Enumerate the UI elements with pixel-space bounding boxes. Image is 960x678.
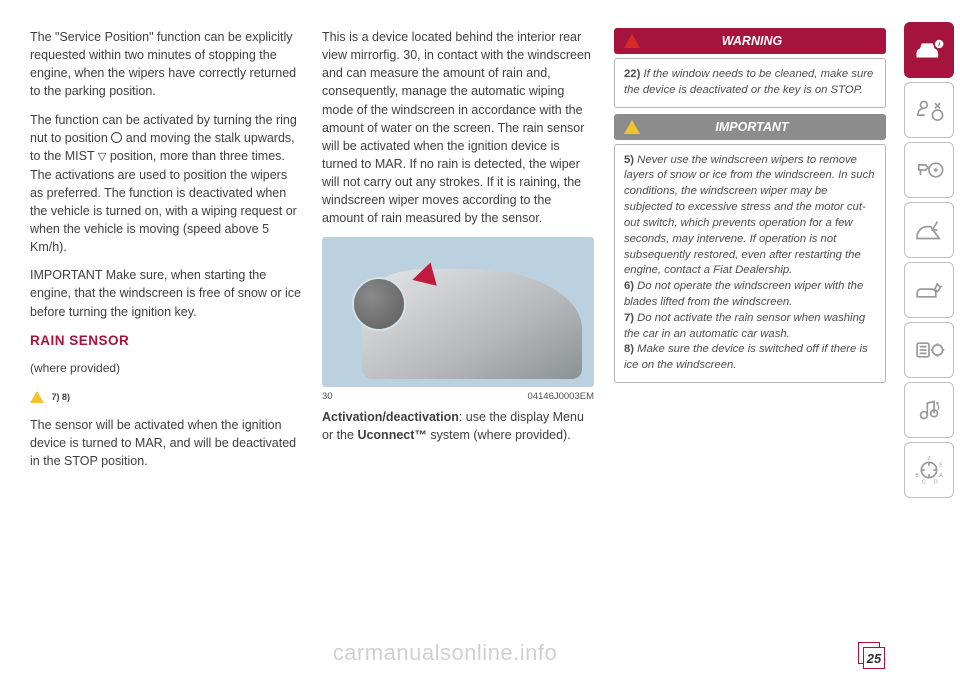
key-steering-icon	[912, 153, 946, 187]
figure-caption: 30 04146J0003EM	[322, 390, 594, 404]
text-columns: The "Service Position" function can be e…	[0, 0, 898, 678]
important-header: IMPORTANT	[614, 114, 886, 140]
text: Never use the windscreen wipers to remov…	[624, 154, 875, 277]
svg-text:C: C	[922, 480, 926, 486]
para: The function can be activated by turning…	[30, 111, 302, 257]
warning-box: WARNING 22) If the window needs to be cl…	[614, 28, 886, 108]
column-1: The "Service Position" function can be e…	[30, 28, 302, 662]
text: system (where provided).	[427, 428, 571, 442]
ref: 5)	[624, 154, 634, 166]
page-number: 25	[863, 647, 885, 669]
rain-sensor-illustration	[322, 237, 594, 387]
tab-safety[interactable]	[904, 82, 954, 138]
column-3: WARNING 22) If the window needs to be cl…	[614, 28, 886, 662]
figure-30: 30 04146J0003EM	[322, 237, 594, 404]
svg-text:D: D	[934, 480, 938, 486]
svg-text:E: E	[939, 463, 943, 469]
para: The "Service Position" function can be e…	[30, 28, 302, 101]
important-body: 5) Never use the windscreen wipers to re…	[614, 144, 886, 383]
para: The sensor will be activated when the ig…	[30, 416, 302, 470]
dashboard-warning-icon	[912, 213, 946, 247]
ref-line: 7) 8)	[30, 388, 302, 406]
ring-icon	[111, 132, 122, 143]
column-2: This is a device located behind the inte…	[322, 28, 594, 662]
text: Do not operate the windscreen wiper with…	[624, 280, 863, 308]
figure-number: 30	[322, 390, 333, 404]
caution-icon	[30, 391, 44, 403]
tab-emergency[interactable]	[904, 262, 954, 318]
important-title: IMPORTANT	[646, 118, 886, 136]
where-provided: (where provided)	[30, 360, 302, 377]
svg-text:i: i	[938, 42, 940, 49]
multimedia-icon	[912, 393, 946, 427]
service-icon	[912, 273, 946, 307]
alpha-index-icon: Z EAD CB	[912, 453, 946, 487]
svg-text:Z: Z	[927, 456, 930, 462]
bold-label: Activation/deactivation	[322, 410, 459, 424]
tab-knowing-vehicle[interactable]: i	[904, 22, 954, 78]
sensor-shape	[352, 277, 406, 331]
ref-numbers: 7) 8)	[51, 392, 70, 402]
para: This is a device located behind the inte…	[322, 28, 594, 227]
para: IMPORTANT Make sure, when starting the e…	[30, 266, 302, 320]
text: If the window needs to be cleaned, make …	[624, 68, 873, 96]
section-tabs-sidebar: i Z EAD CB	[898, 0, 960, 678]
warning-icon	[624, 34, 640, 48]
text: position, more than three times. The act…	[30, 149, 297, 254]
tab-warning-lights[interactable]	[904, 202, 954, 258]
tab-index[interactable]: Z EAD CB	[904, 442, 954, 498]
ref: 6)	[624, 280, 634, 292]
section-title: RAIN SENSOR	[30, 331, 302, 351]
car-info-icon: i	[912, 33, 946, 67]
warning-header: WARNING	[614, 28, 886, 54]
ref: 7)	[624, 312, 634, 324]
warning-title: WARNING	[646, 32, 886, 50]
figure-code: 04146J0003EM	[527, 390, 594, 404]
tab-starting[interactable]	[904, 142, 954, 198]
warning-body: 22) If the window needs to be cleaned, m…	[614, 58, 886, 108]
caution-icon	[624, 120, 640, 134]
important-box: IMPORTANT 5) Never use the windscreen wi…	[614, 114, 886, 383]
page-number-box: 25	[858, 642, 888, 672]
uconnect-label: Uconnect™	[357, 428, 426, 442]
maintenance-icon	[912, 333, 946, 367]
tab-maintenance[interactable]	[904, 322, 954, 378]
manual-page: The "Service Position" function can be e…	[0, 0, 960, 678]
svg-text:B: B	[915, 473, 919, 479]
text: Do not activate the rain sensor when was…	[624, 312, 865, 340]
para: Activation/deactivation: use the display…	[322, 408, 594, 444]
tab-multimedia[interactable]	[904, 382, 954, 438]
mist-icon: ▽	[98, 150, 106, 166]
ref: 8)	[624, 343, 634, 355]
safety-icon	[912, 93, 946, 127]
text: Make sure the device is switched off if …	[624, 343, 868, 371]
svg-text:A: A	[939, 473, 943, 479]
ref: 22)	[624, 68, 640, 80]
